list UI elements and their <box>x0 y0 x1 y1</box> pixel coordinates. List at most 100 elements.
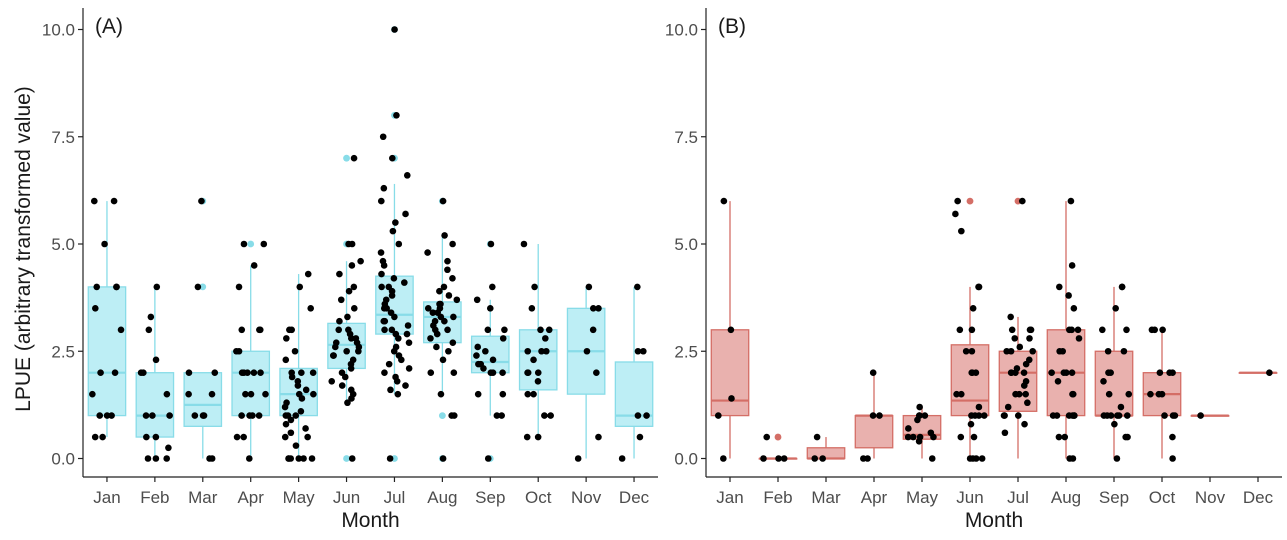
data-point <box>355 347 362 355</box>
data-point <box>524 390 532 398</box>
data-point <box>589 305 597 312</box>
x-tick-label-feb: Feb <box>140 488 169 507</box>
y-tick-label: 0.0 <box>51 450 75 469</box>
data-point <box>395 240 403 248</box>
outlier-point <box>247 240 255 248</box>
data-point <box>1016 343 1024 351</box>
data-point <box>474 390 482 398</box>
data-point <box>166 412 173 419</box>
box-rect <box>998 350 1038 412</box>
data-point <box>1068 262 1076 269</box>
data-point <box>1069 455 1077 462</box>
data-point <box>152 455 160 462</box>
x-tick-label-sep: Sep <box>475 488 505 507</box>
data-point <box>1066 326 1073 334</box>
data-point <box>348 455 356 462</box>
data-point <box>1069 390 1077 398</box>
data-point <box>97 369 104 377</box>
data-point <box>211 369 219 377</box>
data-point <box>720 197 728 205</box>
data-point <box>1060 369 1068 377</box>
data-point <box>962 347 970 355</box>
data-point <box>1070 305 1078 312</box>
data-point <box>393 112 400 119</box>
data-point <box>401 279 408 286</box>
data-point <box>444 257 451 265</box>
data-point <box>344 399 351 407</box>
data-point <box>1169 433 1176 441</box>
data-point <box>282 356 290 364</box>
x-tick-label-aug: Aug <box>1051 488 1081 507</box>
data-point <box>378 270 385 278</box>
data-point <box>1012 369 1019 377</box>
y-tick-label: 0.0 <box>674 450 698 469</box>
data-point <box>90 197 98 205</box>
data-point <box>1048 369 1055 377</box>
data-point <box>350 305 358 312</box>
data-point <box>1104 347 1112 355</box>
data-point <box>285 455 293 462</box>
data-point <box>928 455 936 462</box>
box-rect <box>231 350 271 417</box>
data-point <box>1000 412 1008 419</box>
data-point <box>1151 326 1159 334</box>
data-point <box>864 455 871 462</box>
data-point <box>813 433 821 441</box>
data-point <box>1053 412 1061 419</box>
data-point <box>383 305 390 312</box>
data-point <box>110 197 118 205</box>
data-point <box>244 369 251 377</box>
data-point <box>957 390 965 398</box>
data-point <box>1099 326 1106 334</box>
data-point <box>636 433 644 441</box>
data-point <box>484 326 492 334</box>
data-point <box>199 412 207 419</box>
data-point <box>405 365 413 372</box>
box-a-apr <box>231 240 271 459</box>
box-a-jan <box>87 201 127 438</box>
data-point <box>283 335 290 342</box>
data-point <box>1117 403 1125 411</box>
data-point <box>1024 399 1031 407</box>
data-point <box>1123 326 1130 334</box>
data-point <box>385 360 393 368</box>
data-point <box>531 283 538 291</box>
data-point <box>489 356 497 364</box>
data-point <box>392 219 399 226</box>
outlier-point <box>343 455 350 462</box>
data-point <box>1161 412 1168 419</box>
x-tick-label-mar: Mar <box>811 488 841 507</box>
data-point <box>473 352 480 359</box>
box-b-jun <box>950 197 990 459</box>
data-point <box>347 365 355 372</box>
data-point <box>185 390 192 398</box>
x-tick-label-oct: Oct <box>525 488 552 507</box>
data-point <box>1266 369 1273 377</box>
x-tick-label-dec: Dec <box>619 488 650 507</box>
data-point <box>381 369 388 377</box>
data-point <box>542 347 550 355</box>
box-a-sep <box>470 240 510 462</box>
data-point <box>99 433 106 441</box>
data-point <box>475 360 482 368</box>
data-point <box>347 335 355 342</box>
data-point <box>643 412 650 419</box>
data-point <box>449 339 457 346</box>
data-point <box>292 442 300 449</box>
data-point <box>618 455 626 462</box>
data-point <box>444 266 451 274</box>
data-point <box>93 283 101 291</box>
data-point <box>583 347 591 355</box>
data-point <box>1056 347 1063 355</box>
data-point <box>310 390 317 398</box>
data-point <box>441 232 448 239</box>
data-point <box>484 455 492 462</box>
data-point <box>1026 335 1033 342</box>
data-point <box>967 420 975 428</box>
x-tick-label-feb: Feb <box>763 488 792 507</box>
data-point <box>541 412 548 419</box>
data-point <box>296 283 304 291</box>
data-point <box>1067 197 1075 205</box>
data-point <box>427 335 434 342</box>
